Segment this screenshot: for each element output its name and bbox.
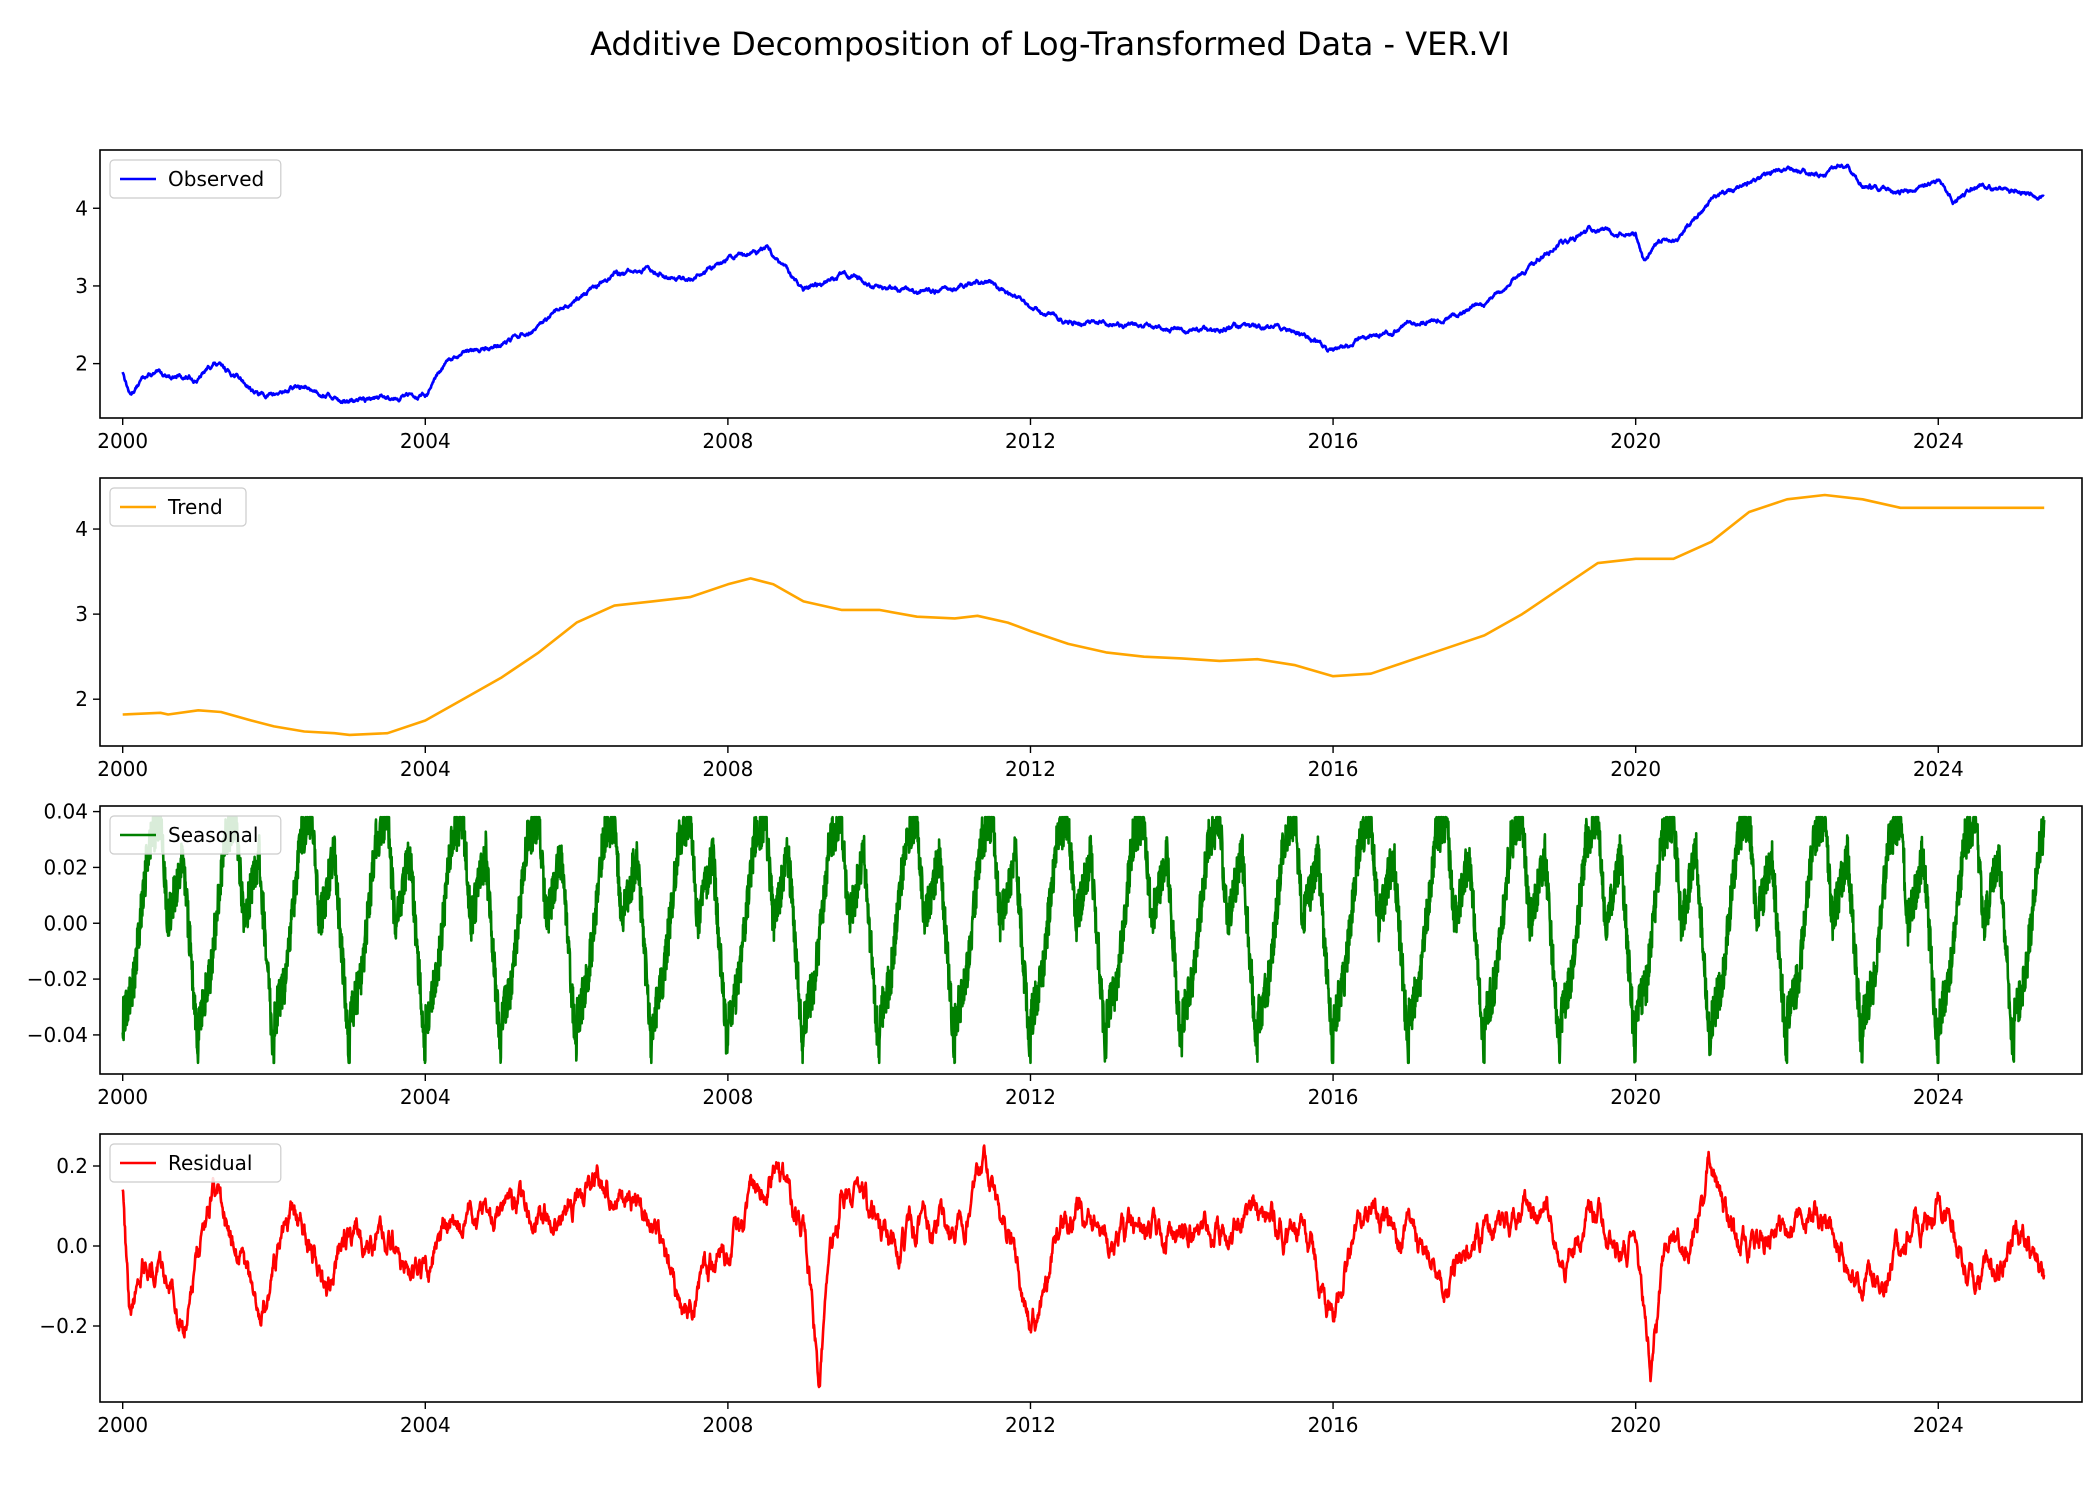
x-tick-label: 2020 bbox=[1610, 757, 1661, 781]
x-tick-label: 2008 bbox=[702, 1085, 753, 1109]
figure-title: Additive Decomposition of Log-Transforme… bbox=[590, 25, 1510, 63]
y-tick-label: 3 bbox=[75, 274, 88, 298]
y-tick-label: −0.2 bbox=[39, 1314, 88, 1338]
y-tick-label: −0.02 bbox=[27, 967, 88, 991]
y-tick-label: 0.2 bbox=[56, 1154, 88, 1178]
x-tick-label: 2004 bbox=[400, 1085, 451, 1109]
legend-label: Seasonal bbox=[168, 823, 258, 847]
subplot-trend: 2000 2004 2008 2012 2016 2020 2024 2 3 4 Trend bbox=[75, 477, 2083, 781]
subplot-residual: 2000 2004 2008 2012 2016 2020 2024 0.2 0.0 −0.2 Re… bbox=[39, 1133, 2083, 1437]
legend: Seasonal bbox=[109, 815, 282, 855]
x-tick-label: 2020 bbox=[1610, 429, 1661, 453]
legend-box bbox=[109, 815, 282, 855]
x-tick-label: 2008 bbox=[702, 757, 753, 781]
x-tick-label: 2008 bbox=[702, 429, 753, 453]
y-tick-label: −0.04 bbox=[27, 1023, 88, 1047]
legend-box bbox=[109, 159, 282, 199]
y-tick-label: 0.02 bbox=[43, 855, 88, 879]
x-tick-label: 2004 bbox=[400, 429, 451, 453]
subplot-panels: 2000 2004 2008 2012 2016 2020 2024234Observed2… bbox=[27, 149, 2083, 1437]
legend-box bbox=[109, 1143, 282, 1183]
x-tick-label: 2000 bbox=[97, 1085, 148, 1109]
series-line-seasonal bbox=[121, 815, 2046, 1065]
y-tick-label: 0.0 bbox=[56, 1234, 88, 1258]
x-tick-label: 2024 bbox=[1913, 429, 1964, 453]
x-tick-label: 2012 bbox=[1005, 757, 1056, 781]
legend-label: Residual bbox=[168, 1151, 252, 1175]
legend: Trend bbox=[109, 487, 247, 527]
x-tick-label: 2020 bbox=[1610, 1413, 1661, 1437]
x-tick-label: 2016 bbox=[1308, 757, 1359, 781]
x-tick-label: 2016 bbox=[1308, 429, 1359, 453]
y-tick-label: 0.00 bbox=[43, 911, 88, 935]
legend: Observed bbox=[109, 159, 282, 199]
x-tick-label: 2000 bbox=[97, 429, 148, 453]
x-tick-label: 2008 bbox=[702, 1413, 753, 1437]
axes-frame bbox=[99, 149, 2083, 419]
x-tick-label: 2004 bbox=[400, 757, 451, 781]
x-tick-label: 2020 bbox=[1610, 1085, 1661, 1109]
y-tick-label: 2 bbox=[75, 687, 88, 711]
y-tick-label: 2 bbox=[75, 352, 88, 376]
y-tick-label: 0.04 bbox=[43, 800, 88, 824]
axes-frame bbox=[99, 1133, 2083, 1403]
x-tick-label: 2024 bbox=[1913, 757, 1964, 781]
legend: Residual bbox=[109, 1143, 282, 1183]
axes-frame bbox=[99, 477, 2083, 747]
x-tick-label: 2004 bbox=[400, 1413, 451, 1437]
legend-label: Observed bbox=[168, 167, 264, 191]
axes-frame bbox=[99, 805, 2083, 1075]
x-tick-label: 2000 bbox=[97, 757, 148, 781]
legend-label: Trend bbox=[167, 495, 223, 519]
subplot-seasonal: 2000 2004 2008 2012 2016 2020 2024 0.04 0.02 0.00… bbox=[27, 800, 2083, 1109]
series-line-residual bbox=[121, 1144, 2046, 1389]
y-tick-label: 4 bbox=[75, 196, 88, 220]
legend-box bbox=[109, 487, 247, 527]
x-tick-label: 2024 bbox=[1913, 1085, 1964, 1109]
x-tick-label: 2016 bbox=[1308, 1413, 1359, 1437]
x-tick-label: 2016 bbox=[1308, 1085, 1359, 1109]
x-tick-label: 2024 bbox=[1913, 1413, 1964, 1437]
x-tick-label: 2012 bbox=[1005, 1413, 1056, 1437]
x-tick-label: 2012 bbox=[1005, 429, 1056, 453]
y-tick-label: 4 bbox=[75, 517, 88, 541]
y-tick-label: 3 bbox=[75, 602, 88, 626]
x-tick-label: 2000 bbox=[97, 1413, 148, 1437]
series-line-trend bbox=[122, 493, 2045, 737]
subplot-observed: 2000 2004 2008 2012 2016 2020 2024 2 3 4 Observed bbox=[75, 149, 2083, 453]
x-tick-label: 2012 bbox=[1005, 1085, 1056, 1109]
series-line-observed bbox=[121, 163, 2045, 405]
